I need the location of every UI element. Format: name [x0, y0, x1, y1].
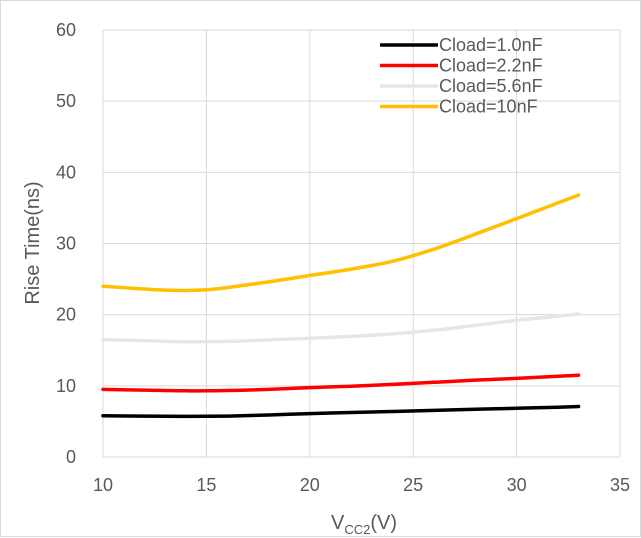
series-line-cload-5-6nf: [101, 312, 581, 344]
x-tick-labels: 10 15 20 25 30 35: [93, 475, 630, 495]
x-tick-label: 25: [403, 475, 423, 495]
y-tick-label: 60: [56, 20, 76, 40]
y-tick-label: 0: [66, 447, 76, 467]
y-tick-label: 10: [56, 376, 76, 396]
y-tick-label: 20: [56, 305, 76, 325]
series-lines: [101, 193, 581, 419]
x-tick-label: 20: [300, 475, 320, 495]
legend: Cload=1.0nFCload=2.2nFCload=5.6nFCload=1…: [380, 35, 543, 117]
series-line-cload-1-0nf: [101, 404, 581, 419]
x-tick-label: 15: [196, 475, 216, 495]
x-tick-label: 10: [93, 475, 113, 495]
y-tick-labels: 0 10 20 30 40 50 60: [56, 20, 76, 467]
series-line-cload-10nf: [101, 193, 581, 293]
legend-label: Cload=5.6nF: [439, 76, 543, 96]
y-tick-label: 50: [56, 91, 76, 111]
x-tick-label: 30: [507, 475, 527, 495]
x-tick-label: 35: [610, 475, 630, 495]
legend-label: Cload=10nF: [439, 97, 538, 117]
legend-label: Cload=2.2nF: [439, 56, 543, 76]
y-tick-label: 40: [56, 162, 76, 182]
grid: [102, 29, 621, 458]
y-axis-title: Rise Time(ns): [22, 181, 44, 304]
x-axis-title: VCC2(V): [331, 512, 397, 537]
series-line-cload-2-2nf: [101, 373, 581, 393]
y-tick-label: 30: [56, 234, 76, 254]
x-axis-title-tail: (V): [370, 512, 397, 534]
x-axis-title-main: V: [331, 512, 345, 534]
legend-label: Cload=1.0nF: [439, 35, 543, 55]
x-axis-title-subscript: CC2: [344, 522, 370, 537]
